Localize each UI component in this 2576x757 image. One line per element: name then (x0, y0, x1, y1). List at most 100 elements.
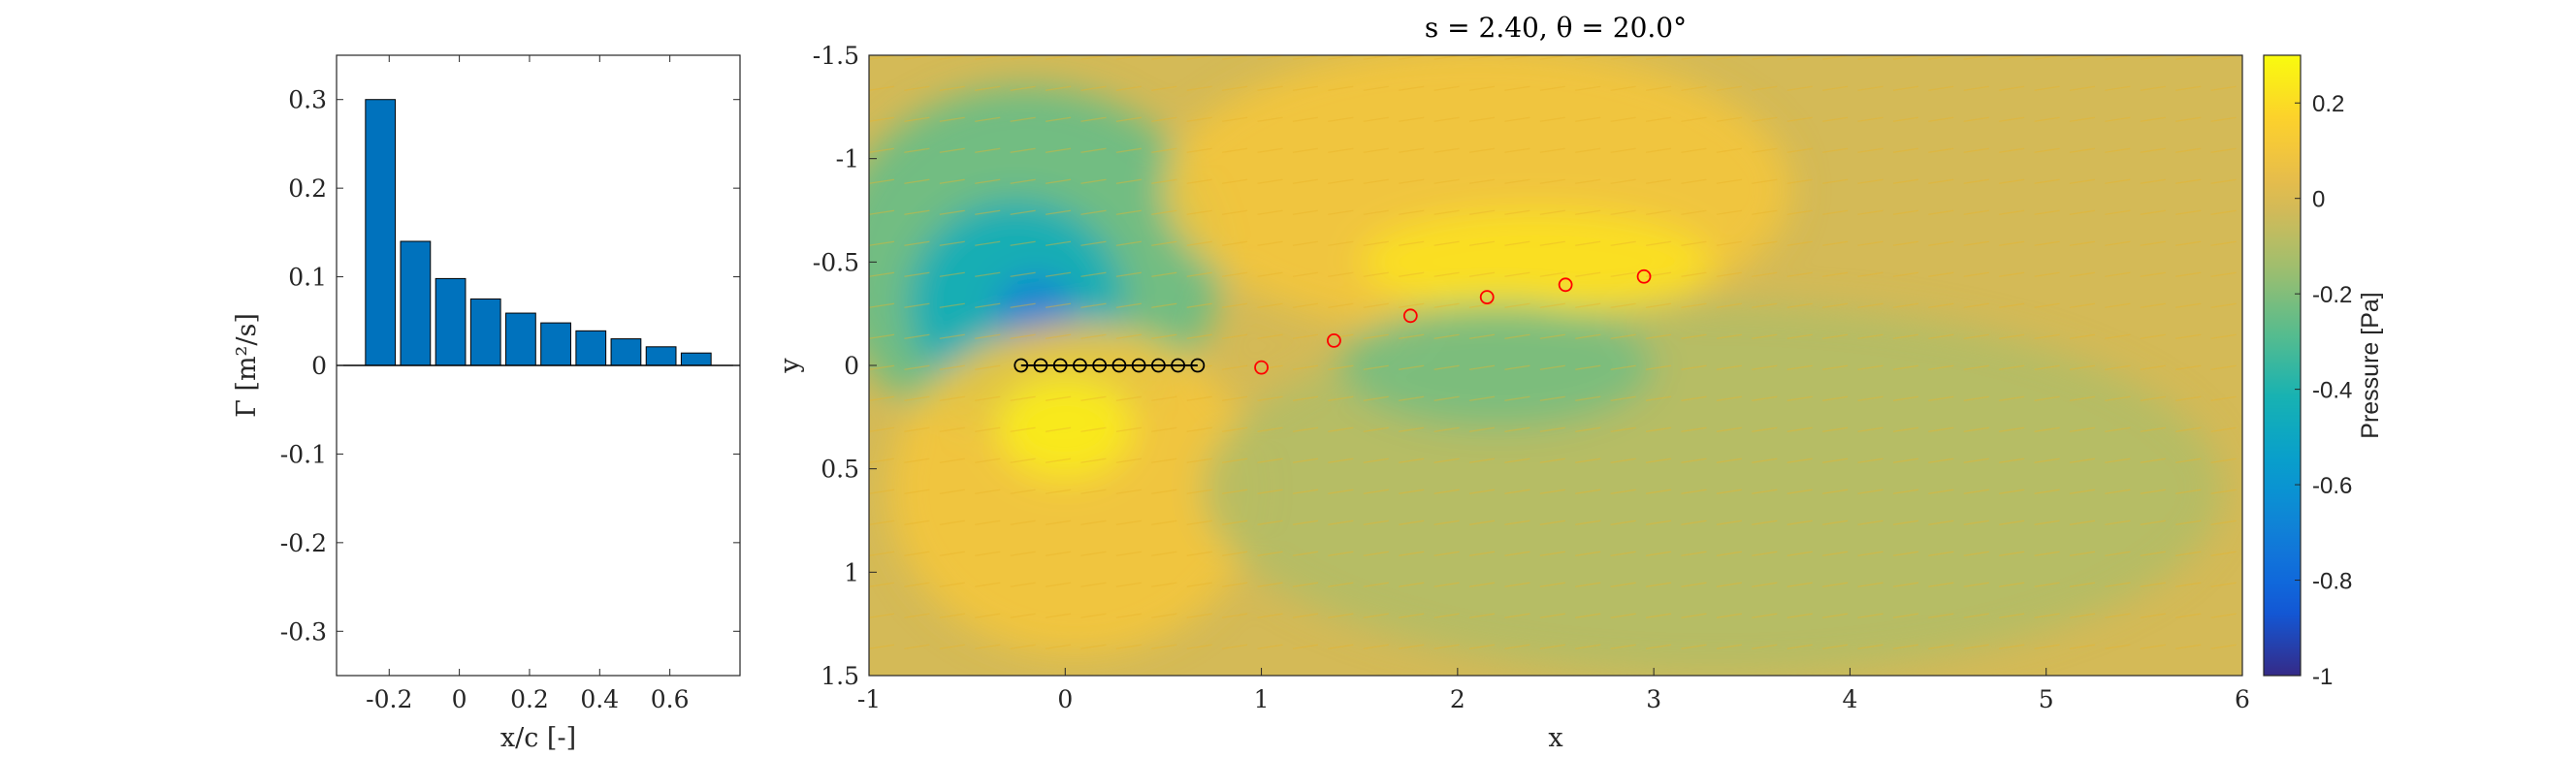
flow-arrow-683 (1575, 582, 1601, 587)
flow-arrow-34 (2069, 55, 2096, 60)
bar-5 (540, 322, 571, 366)
flow-arrow-228 (2034, 209, 2060, 215)
flow-arrow-299 (1787, 271, 1813, 277)
flow-arrow-270 (2140, 240, 2166, 246)
flow-arrow-97 (1539, 116, 1565, 122)
flow-arrow-324 (1292, 302, 1319, 308)
flow-arrow-389 (2210, 333, 2237, 339)
flow-arrow-541 (2069, 457, 2096, 463)
flow-arrow-773 (1999, 644, 2025, 649)
flow-arrow-320 (1151, 302, 1177, 308)
flow-arrow-708 (1080, 613, 1107, 618)
flow-arrow-621 (2140, 520, 2166, 525)
flow-arrow-214 (1539, 209, 1565, 215)
flow-arrow-95 (1468, 116, 1496, 122)
flow-arrow-556 (1222, 489, 1248, 494)
flow-arrow-616 (1963, 520, 1989, 525)
flow-arrow-640 (1433, 551, 1460, 556)
flow-arrow-68 (1892, 85, 1919, 91)
field-y-tick-label-1: -1 (836, 145, 859, 173)
bar-3 (469, 298, 501, 366)
flow-arrow-29 (1892, 55, 1919, 60)
flow-arrow-768 (1822, 644, 1849, 649)
flow-arrow-211 (1433, 209, 1460, 215)
flow-arrow-521 (1363, 457, 1389, 463)
flow-arrow-181 (1752, 178, 1778, 184)
flow-arrow-549 (975, 489, 1001, 494)
flow-arrow-354 (975, 333, 1001, 339)
flow-arrow-145 (1857, 147, 1884, 153)
flow-arrow-415 (1752, 364, 1778, 370)
flow-arrow-735 (2034, 613, 2060, 618)
flow-arrow-482 (1363, 426, 1389, 432)
flow-arrow-759 (1504, 644, 1530, 649)
flow-arrow-480 (1292, 426, 1319, 432)
flow-arrow-547 (904, 489, 930, 494)
flow-arrow-667 (1010, 582, 1036, 587)
flow-arrow-431 (939, 395, 965, 401)
flow-arrow-666 (975, 582, 1001, 587)
flow-arrow-383 (1999, 333, 2025, 339)
flow-arrow-74 (2105, 85, 2131, 91)
flow-arrow-716 (1363, 613, 1389, 618)
flow-arrow-731 (1892, 613, 1919, 618)
flow-arrow-161 (1045, 178, 1072, 184)
flow-arrow-512 (1045, 457, 1072, 463)
flow-arrow-184 (1857, 178, 1884, 184)
flow-arrow-729 (1822, 613, 1849, 618)
flow-arrow-645 (1610, 551, 1636, 556)
flow-arrow-333 (1610, 302, 1636, 308)
flow-arrow-618 (2034, 520, 2060, 525)
field-title: s = 2.40, θ = 20.0° (1425, 12, 1687, 44)
flow-arrow-315 (975, 302, 1001, 308)
flow-arrow-282 (1186, 271, 1212, 277)
flow-arrow-123 (1080, 147, 1107, 153)
flow-arrow-56 (1468, 85, 1496, 91)
bar-1 (400, 240, 432, 366)
flow-arrow-207 (1292, 209, 1319, 215)
bar-x-tick-label-3: 0.4 (580, 685, 619, 713)
flow-arrow-409 (1539, 364, 1565, 370)
flow-arrow-761 (1575, 644, 1601, 649)
flow-arrow-234 (869, 240, 895, 246)
flow-arrow-720 (1504, 613, 1530, 618)
flow-arrow-503 (2105, 426, 2131, 432)
flow-arrow-341 (1892, 302, 1919, 308)
flow-arrow-244 (1222, 240, 1248, 246)
flow-arrow-2 (939, 55, 965, 60)
flow-arrow-71 (1999, 85, 2025, 91)
flow-arrow-265 (1963, 240, 1989, 246)
flow-arrow-199 (1010, 209, 1036, 215)
flow-arrow-633 (1186, 551, 1212, 556)
flow-arrow-374 (1681, 333, 1707, 339)
flow-arrow-0 (869, 55, 895, 60)
flow-arrow-78 (869, 116, 895, 122)
flow-arrow-523 (1433, 457, 1460, 463)
flow-arrow-711 (1186, 613, 1212, 618)
flow-arrow-656 (1999, 551, 2025, 556)
bound-vortex-marker-7 (1150, 358, 1166, 373)
flow-arrow-243 (1186, 240, 1212, 246)
flow-arrow-154 (2175, 147, 2202, 153)
flow-arrow-106 (1857, 116, 1884, 122)
flow-arrow-380 (1892, 333, 1919, 339)
flow-arrow-548 (939, 489, 965, 494)
flow-arrow-476 (1151, 426, 1177, 432)
flow-arrow-699 (2140, 582, 2166, 587)
flow-arrow-700 (2175, 582, 2202, 587)
flow-arrow-352 (904, 333, 930, 339)
flow-arrow-416 (1787, 364, 1813, 370)
bar-y-tick-label-4: -0.1 (280, 440, 327, 468)
flow-arrow-739 (2175, 613, 2202, 618)
flow-arrow-360 (1186, 333, 1212, 339)
flow-arrow-314 (939, 302, 965, 308)
flow-arrow-10 (1222, 55, 1248, 60)
flow-arrow-767 (1787, 644, 1813, 649)
flow-arrow-117 (869, 147, 895, 153)
flow-arrow-280 (1115, 271, 1142, 277)
flow-arrow-603 (1504, 520, 1530, 525)
flow-arrow-566 (1575, 489, 1601, 494)
flow-arrow-535 (1857, 457, 1884, 463)
flow-arrow-116 (2210, 116, 2237, 122)
flow-arrow-508 (904, 457, 930, 463)
